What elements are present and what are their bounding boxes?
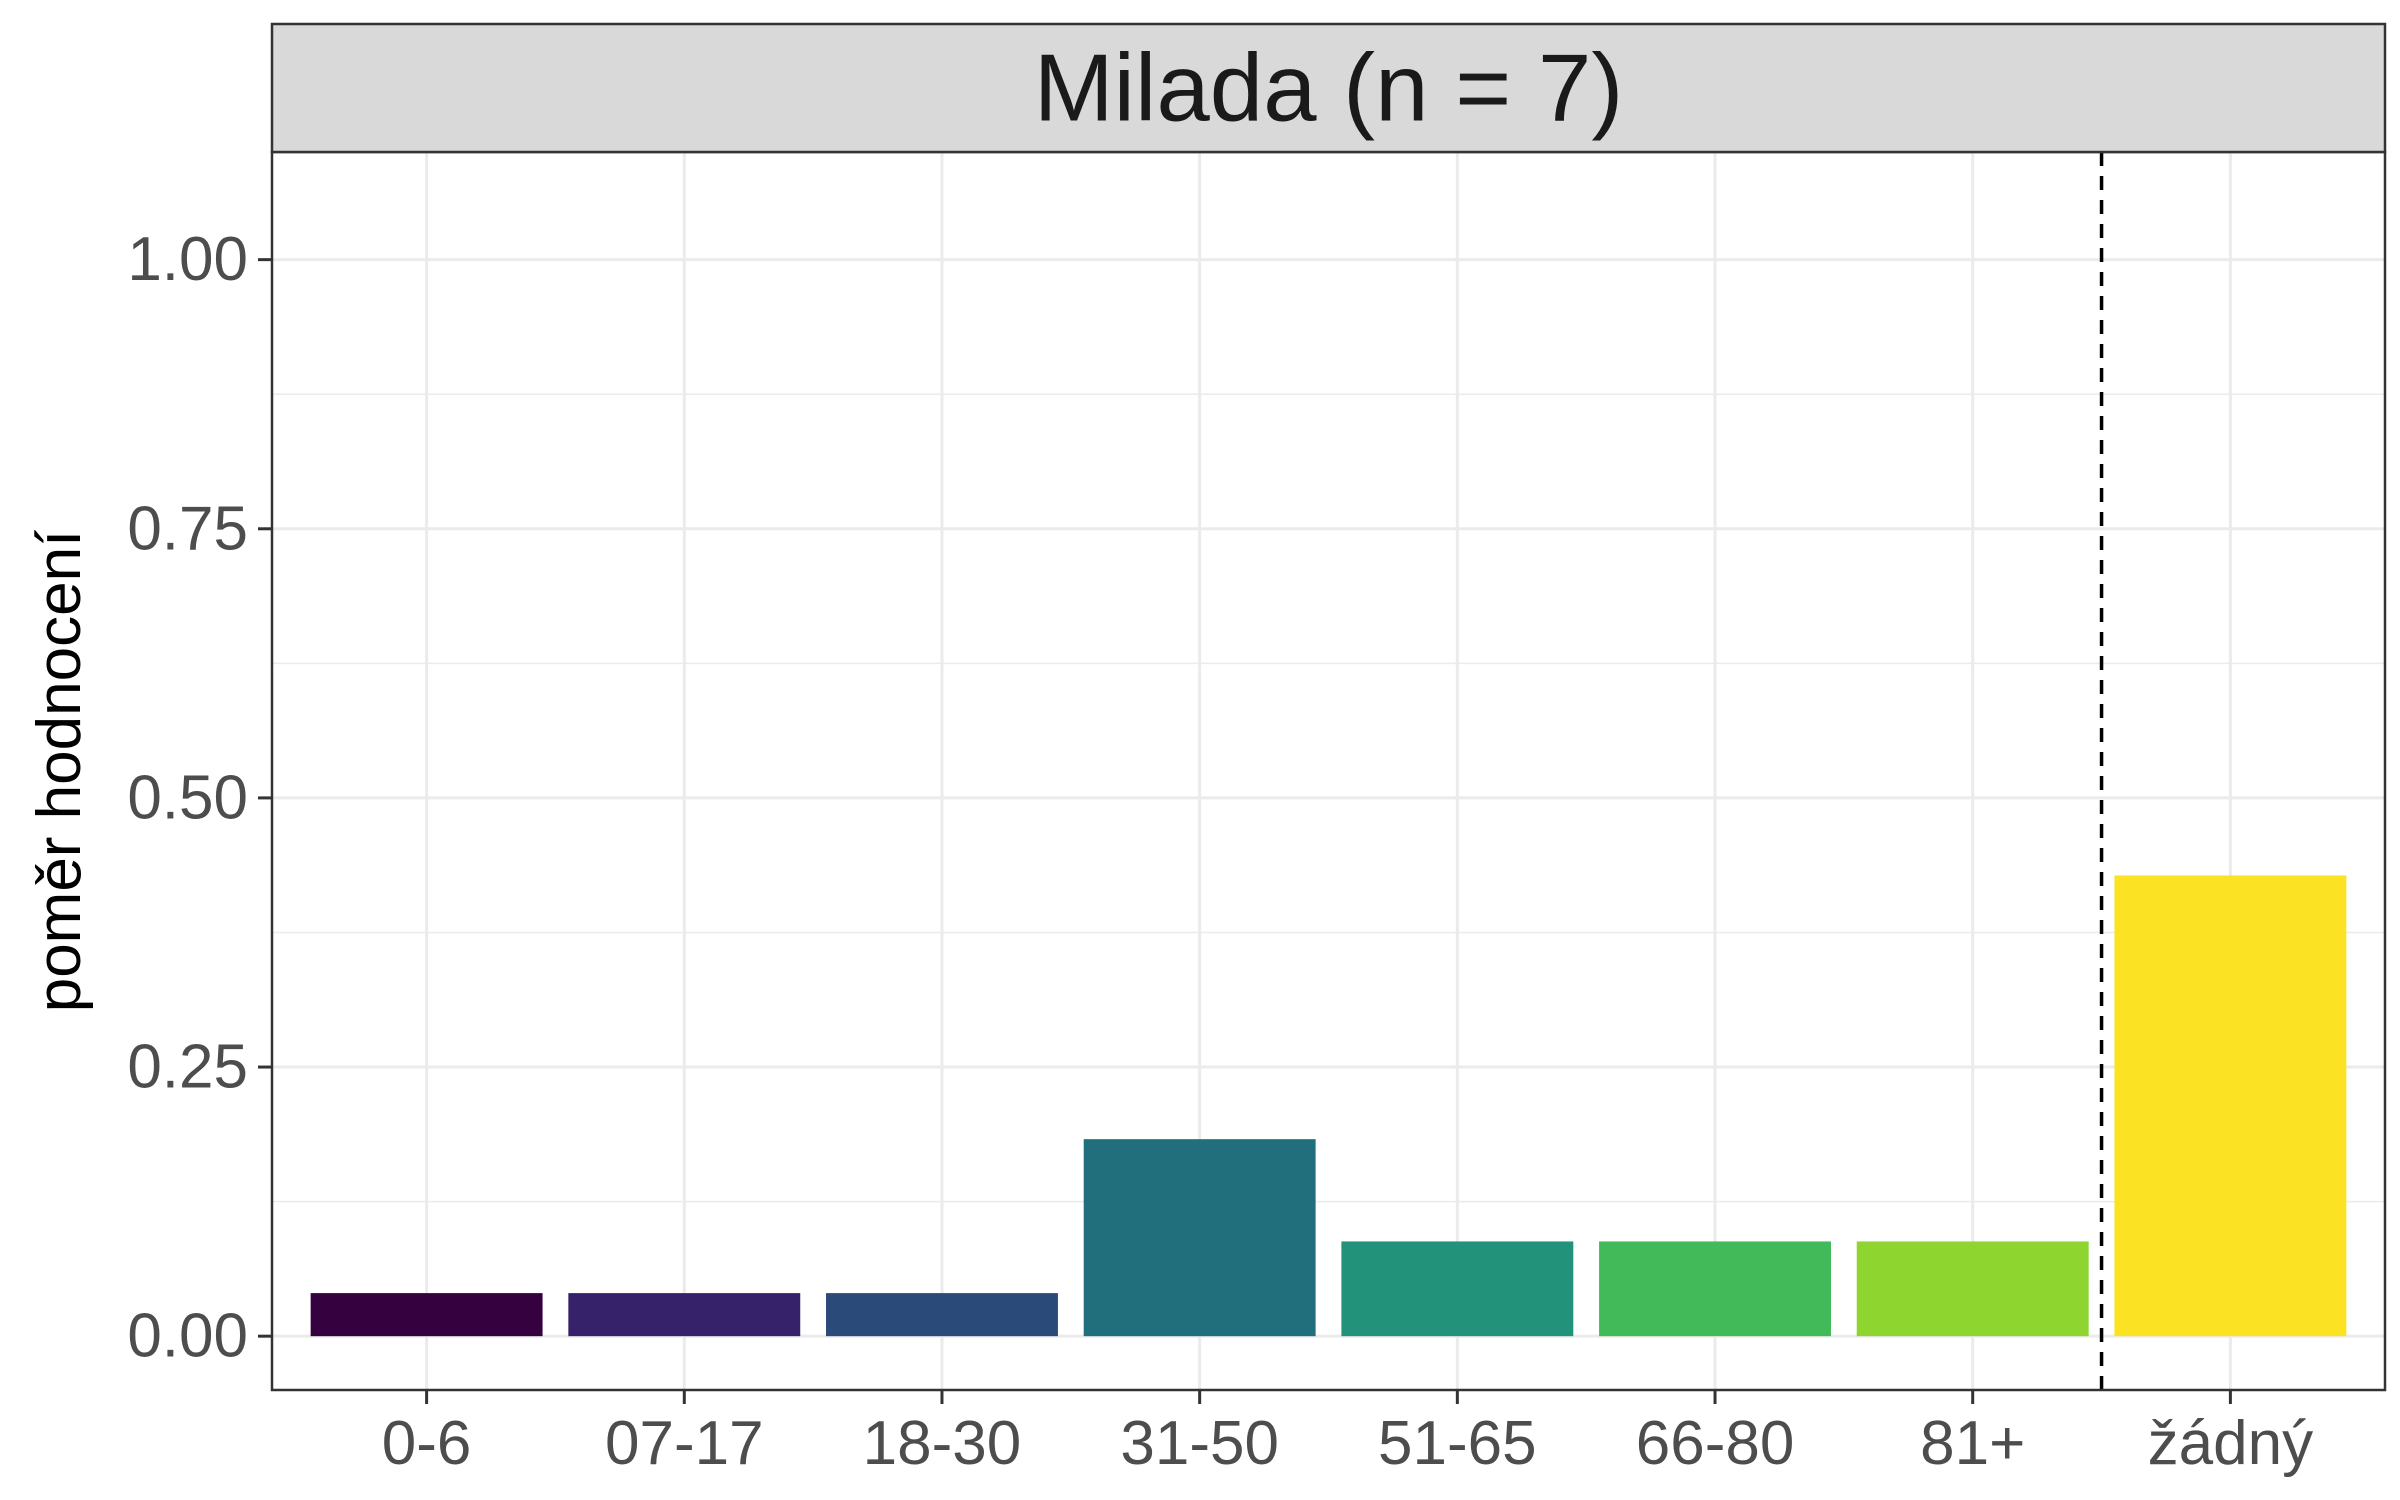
grid-lines [272,152,2385,1390]
x-tick-label: 66-80 [1636,1409,1795,1478]
x-tick-label: 07-17 [605,1409,764,1478]
bar-51-65 [1341,1241,1574,1337]
y-axis-title: poměr hodnocení [25,530,94,1013]
y-tick-label: 0.00 [127,1302,248,1371]
bars [310,875,2347,1337]
x-tick-label: 81+ [1920,1409,2025,1478]
x-axis: 0-6 07-17 18-30 31-50 51-65 66-80 81+ žádný [382,1390,2313,1478]
x-tick-label: 51-65 [1378,1409,1537,1478]
panel-border [270,150,2387,1392]
x-tick-label: 0-6 [382,1409,472,1478]
facet-title: Milada (n = 7) [1034,35,1624,142]
facet-strip: Milada (n = 7) [270,22,2387,154]
facet-strip-background [270,22,2387,154]
y-tick-label: 0.25 [127,1033,248,1102]
bar-18-30 [826,1293,1058,1337]
y-tick-label: 0.75 [127,494,248,563]
bar-0-6 [310,1293,543,1337]
bar-81+ [1856,1241,2089,1337]
x-tick-label: 18-30 [863,1409,1022,1478]
y-tick-label: 1.00 [127,225,248,294]
x-tick-label: 31-50 [1120,1409,1279,1478]
bar-66-80 [1599,1241,1831,1337]
x-tick-label: žádný [2148,1409,2313,1478]
bar-žádný [2114,875,2347,1337]
y-axis: 0.00 0.25 0.50 0.75 1.00 [127,225,272,1371]
bar-07-17 [568,1293,801,1337]
bar-31-50 [1083,1139,1316,1337]
y-tick-label: 0.50 [127,763,248,832]
